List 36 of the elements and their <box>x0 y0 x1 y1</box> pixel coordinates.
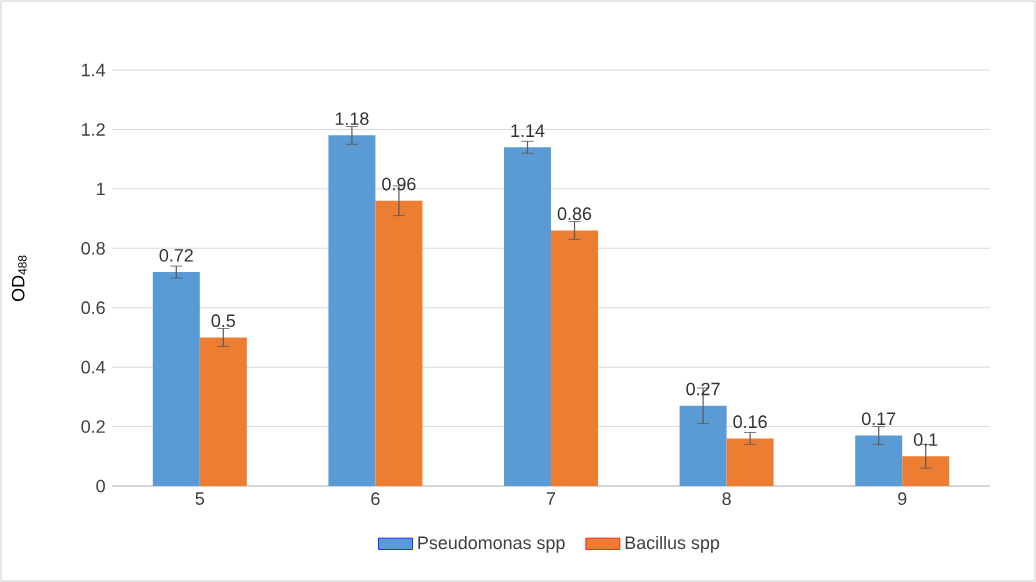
y-axis-title: OD$_{488}$ <box>11 255 27 302</box>
bar <box>551 230 599 486</box>
data-label: 0.1 <box>913 433 938 446</box>
data-label: 0.17 <box>861 412 896 426</box>
legend-label: Pseudomonas spp <box>418 535 565 553</box>
data-label: 0.72 <box>159 248 193 262</box>
bar <box>328 135 376 486</box>
bar <box>679 405 727 486</box>
legend-label: Bacillus spp <box>625 535 720 553</box>
data-label: 1.14 <box>511 124 545 137</box>
bar <box>375 200 423 486</box>
x-tick-label: 6 <box>371 492 380 506</box>
bar <box>855 435 903 486</box>
bar <box>504 147 552 486</box>
y-tick-label: 0.4 <box>81 360 106 374</box>
x-tick-label: 9 <box>898 492 907 506</box>
bar <box>902 456 950 486</box>
bar <box>152 272 200 486</box>
data-label: 0.86 <box>557 207 592 221</box>
y-tick-label: 0 <box>96 479 105 493</box>
bar <box>199 337 247 486</box>
x-tick-label: 7 <box>546 492 556 505</box>
data-label: 1.18 <box>335 112 369 126</box>
x-tick-label: 5 <box>195 492 205 505</box>
y-tick-label: 1 <box>97 182 105 196</box>
data-label: 0.16 <box>733 415 767 429</box>
y-tick-label: 0.8 <box>81 241 105 255</box>
y-tick-label: 1.2 <box>82 123 105 136</box>
y-tick-label: 0.2 <box>81 420 105 433</box>
data-label: 0.5 <box>211 314 236 328</box>
data-label: 0.27 <box>686 382 720 396</box>
x-tick-label: 8 <box>722 492 731 506</box>
data-label: 0.96 <box>382 177 416 191</box>
bar <box>726 438 774 486</box>
y-tick-label: 0.6 <box>81 301 105 315</box>
y-tick-label: 1.4 <box>82 63 106 77</box>
